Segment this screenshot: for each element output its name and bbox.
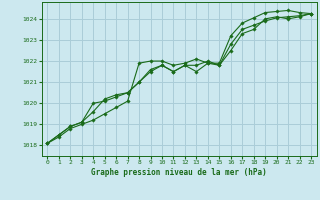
- X-axis label: Graphe pression niveau de la mer (hPa): Graphe pression niveau de la mer (hPa): [91, 168, 267, 177]
